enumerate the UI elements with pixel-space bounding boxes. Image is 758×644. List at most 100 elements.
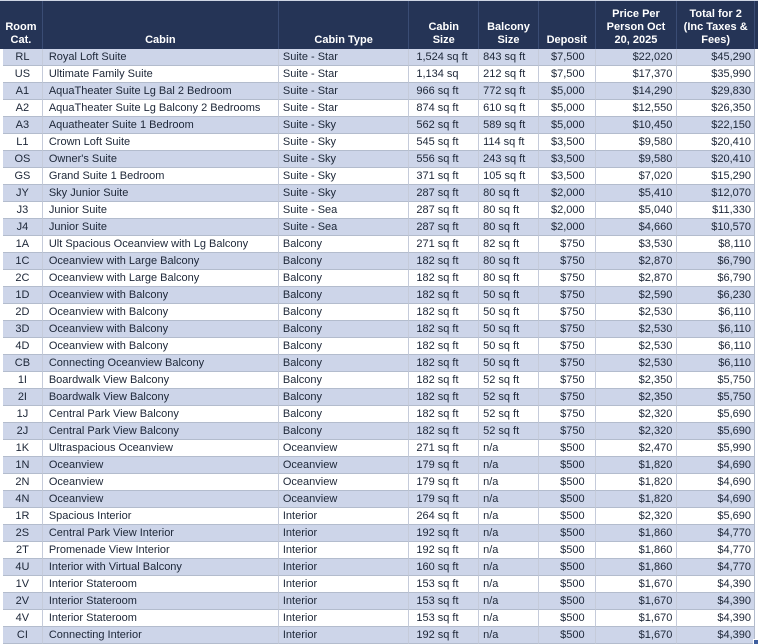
cell-cabin[interactable]: Promenade View Interior — [42, 542, 279, 559]
cell-price-pp[interactable]: $2,530 — [595, 304, 678, 321]
cell-cabin-type[interactable]: Oceanview — [278, 474, 410, 491]
cell-balcony-size[interactable]: 80 sq ft — [479, 202, 539, 219]
cell-room-cat[interactable]: CI — [2, 627, 43, 644]
cell-total-2[interactable]: $11,330 — [677, 202, 756, 219]
cell-deposit[interactable]: $2,000 — [538, 185, 596, 202]
cell-deposit[interactable]: $500 — [538, 474, 596, 491]
cell-price-pp[interactable]: $4,660 — [595, 219, 678, 236]
cell-cabin-size[interactable]: 874 sq ft — [409, 100, 480, 117]
cell-price-pp[interactable]: $1,820 — [595, 491, 678, 508]
cell-room-cat[interactable]: J3 — [2, 202, 43, 219]
cell-deposit[interactable]: $750 — [538, 287, 596, 304]
cell-price-pp[interactable]: $9,580 — [595, 134, 678, 151]
cell-deposit[interactable]: $750 — [538, 389, 596, 406]
cell-cabin[interactable]: Oceanview with Balcony — [42, 321, 279, 338]
cell-cabin-type[interactable]: Suite - Sea — [278, 202, 410, 219]
cell-price-pp[interactable]: $1,670 — [595, 627, 678, 644]
cell-price-pp[interactable]: $17,370 — [595, 66, 678, 83]
cell-room-cat[interactable]: 1V — [2, 576, 43, 593]
cell-cabin-type[interactable]: Interior — [278, 593, 410, 610]
cell-room-cat[interactable]: 2V — [2, 593, 43, 610]
cell-cabin[interactable]: Oceanview with Balcony — [42, 287, 279, 304]
cell-balcony-size[interactable]: 52 sq ft — [479, 423, 539, 440]
cell-total-2[interactable]: $4,690 — [677, 491, 756, 508]
cell-room-cat[interactable]: CB — [2, 355, 43, 372]
cell-total-2[interactable]: $6,110 — [677, 304, 756, 321]
cell-total-2[interactable]: $4,390 — [677, 627, 756, 644]
cell-room-cat[interactable]: J4 — [2, 219, 43, 236]
cell-room-cat[interactable]: A2 — [2, 100, 43, 117]
cell-deposit[interactable]: $500 — [538, 593, 596, 610]
cell-room-cat[interactable]: 2D — [2, 304, 43, 321]
cell-deposit[interactable]: $500 — [538, 610, 596, 627]
cell-balcony-size[interactable]: n/a — [479, 576, 539, 593]
cell-cabin-type[interactable]: Suite - Star — [278, 66, 410, 83]
cell-price-pp[interactable]: $2,320 — [595, 423, 678, 440]
cell-cabin[interactable]: Interior Stateroom — [42, 593, 279, 610]
cell-price-pp[interactable]: $12,550 — [595, 100, 678, 117]
cell-cabin[interactable]: Connecting Interior — [42, 627, 279, 644]
cell-cabin[interactable]: AquaTheater Suite Lg Balcony 2 Bedrooms — [42, 100, 279, 117]
cell-cabin[interactable]: Interior Stateroom — [42, 576, 279, 593]
cell-price-pp[interactable]: $1,670 — [595, 576, 678, 593]
cell-deposit[interactable]: $5,000 — [538, 83, 596, 100]
cell-price-pp[interactable]: $14,290 — [595, 83, 678, 100]
cell-cabin-type[interactable]: Balcony — [278, 236, 410, 253]
cell-balcony-size[interactable]: 114 sq ft — [479, 134, 539, 151]
cell-deposit[interactable]: $3,500 — [538, 168, 596, 185]
cell-total-2[interactable]: $6,790 — [677, 270, 756, 287]
cell-balcony-size[interactable]: 50 sq ft — [479, 338, 539, 355]
cell-room-cat[interactable]: 1R — [2, 508, 43, 525]
cell-cabin-type[interactable]: Balcony — [278, 372, 410, 389]
column-header-price-pp[interactable]: Price Per Person Oct 20, 2025 — [596, 1, 678, 49]
cell-total-2[interactable]: $22,150 — [677, 117, 756, 134]
cell-deposit[interactable]: $750 — [538, 270, 596, 287]
cell-deposit[interactable]: $750 — [538, 304, 596, 321]
cell-room-cat[interactable]: A1 — [2, 83, 43, 100]
cell-balcony-size[interactable]: 80 sq ft — [479, 185, 539, 202]
cell-balcony-size[interactable]: n/a — [479, 474, 539, 491]
cell-deposit[interactable]: $500 — [538, 491, 596, 508]
cell-cabin-size[interactable]: 371 sq ft — [409, 168, 480, 185]
cell-cabin-size[interactable]: 264 sq ft — [409, 508, 480, 525]
cell-cabin[interactable]: Sky Junior Suite — [42, 185, 279, 202]
cell-cabin[interactable]: Interior with Virtual Balcony — [42, 559, 279, 576]
cell-cabin-type[interactable]: Interior — [278, 508, 410, 525]
cell-cabin-type[interactable]: Interior — [278, 525, 410, 542]
cell-room-cat[interactable]: 1J — [2, 406, 43, 423]
cell-balcony-size[interactable]: n/a — [479, 525, 539, 542]
cell-cabin[interactable]: Oceanview — [42, 491, 279, 508]
cell-cabin-size[interactable]: 182 sq ft — [409, 389, 480, 406]
cell-cabin-size[interactable]: 562 sq ft — [409, 117, 480, 134]
cell-balcony-size[interactable]: 52 sq ft — [479, 389, 539, 406]
cell-cabin[interactable]: Ultraspacious Oceanview — [42, 440, 279, 457]
cell-total-2[interactable]: $4,770 — [677, 525, 756, 542]
cell-cabin-size[interactable]: 179 sq ft — [409, 491, 480, 508]
cell-cabin[interactable]: AquaTheater Suite Lg Bal 2 Bedroom — [42, 83, 279, 100]
cell-cabin[interactable]: Oceanview — [42, 457, 279, 474]
cell-cabin[interactable]: Central Park View Balcony — [42, 423, 279, 440]
cell-price-pp[interactable]: $2,530 — [595, 321, 678, 338]
cell-balcony-size[interactable]: 80 sq ft — [479, 219, 539, 236]
cell-deposit[interactable]: $500 — [538, 525, 596, 542]
cell-cabin-type[interactable]: Suite - Star — [278, 49, 410, 66]
cell-cabin[interactable]: Ult Spacious Oceanview with Lg Balcony — [42, 236, 279, 253]
cell-cabin-type[interactable]: Balcony — [278, 321, 410, 338]
cell-deposit[interactable]: $500 — [538, 542, 596, 559]
cell-cabin[interactable]: Spacious Interior — [42, 508, 279, 525]
column-header-cabin-type[interactable]: Cabin Type — [279, 1, 410, 49]
column-header-cabin[interactable]: Cabin — [43, 1, 279, 49]
cell-cabin-size[interactable]: 182 sq ft — [409, 270, 480, 287]
cell-cabin-type[interactable]: Suite - Sky — [278, 151, 410, 168]
cell-balcony-size[interactable]: n/a — [479, 593, 539, 610]
cell-total-2[interactable]: $10,570 — [677, 219, 756, 236]
cell-deposit[interactable]: $3,500 — [538, 134, 596, 151]
cell-cabin-size[interactable]: 182 sq ft — [409, 372, 480, 389]
cell-cabin-type[interactable]: Balcony — [278, 287, 410, 304]
cell-deposit[interactable]: $500 — [538, 508, 596, 525]
cell-balcony-size[interactable]: 80 sq ft — [479, 270, 539, 287]
cell-price-pp[interactable]: $2,870 — [595, 253, 678, 270]
cell-deposit[interactable]: $750 — [538, 253, 596, 270]
column-header-room-cat[interactable]: Room Cat. — [0, 1, 43, 49]
cell-price-pp[interactable]: $7,020 — [595, 168, 678, 185]
